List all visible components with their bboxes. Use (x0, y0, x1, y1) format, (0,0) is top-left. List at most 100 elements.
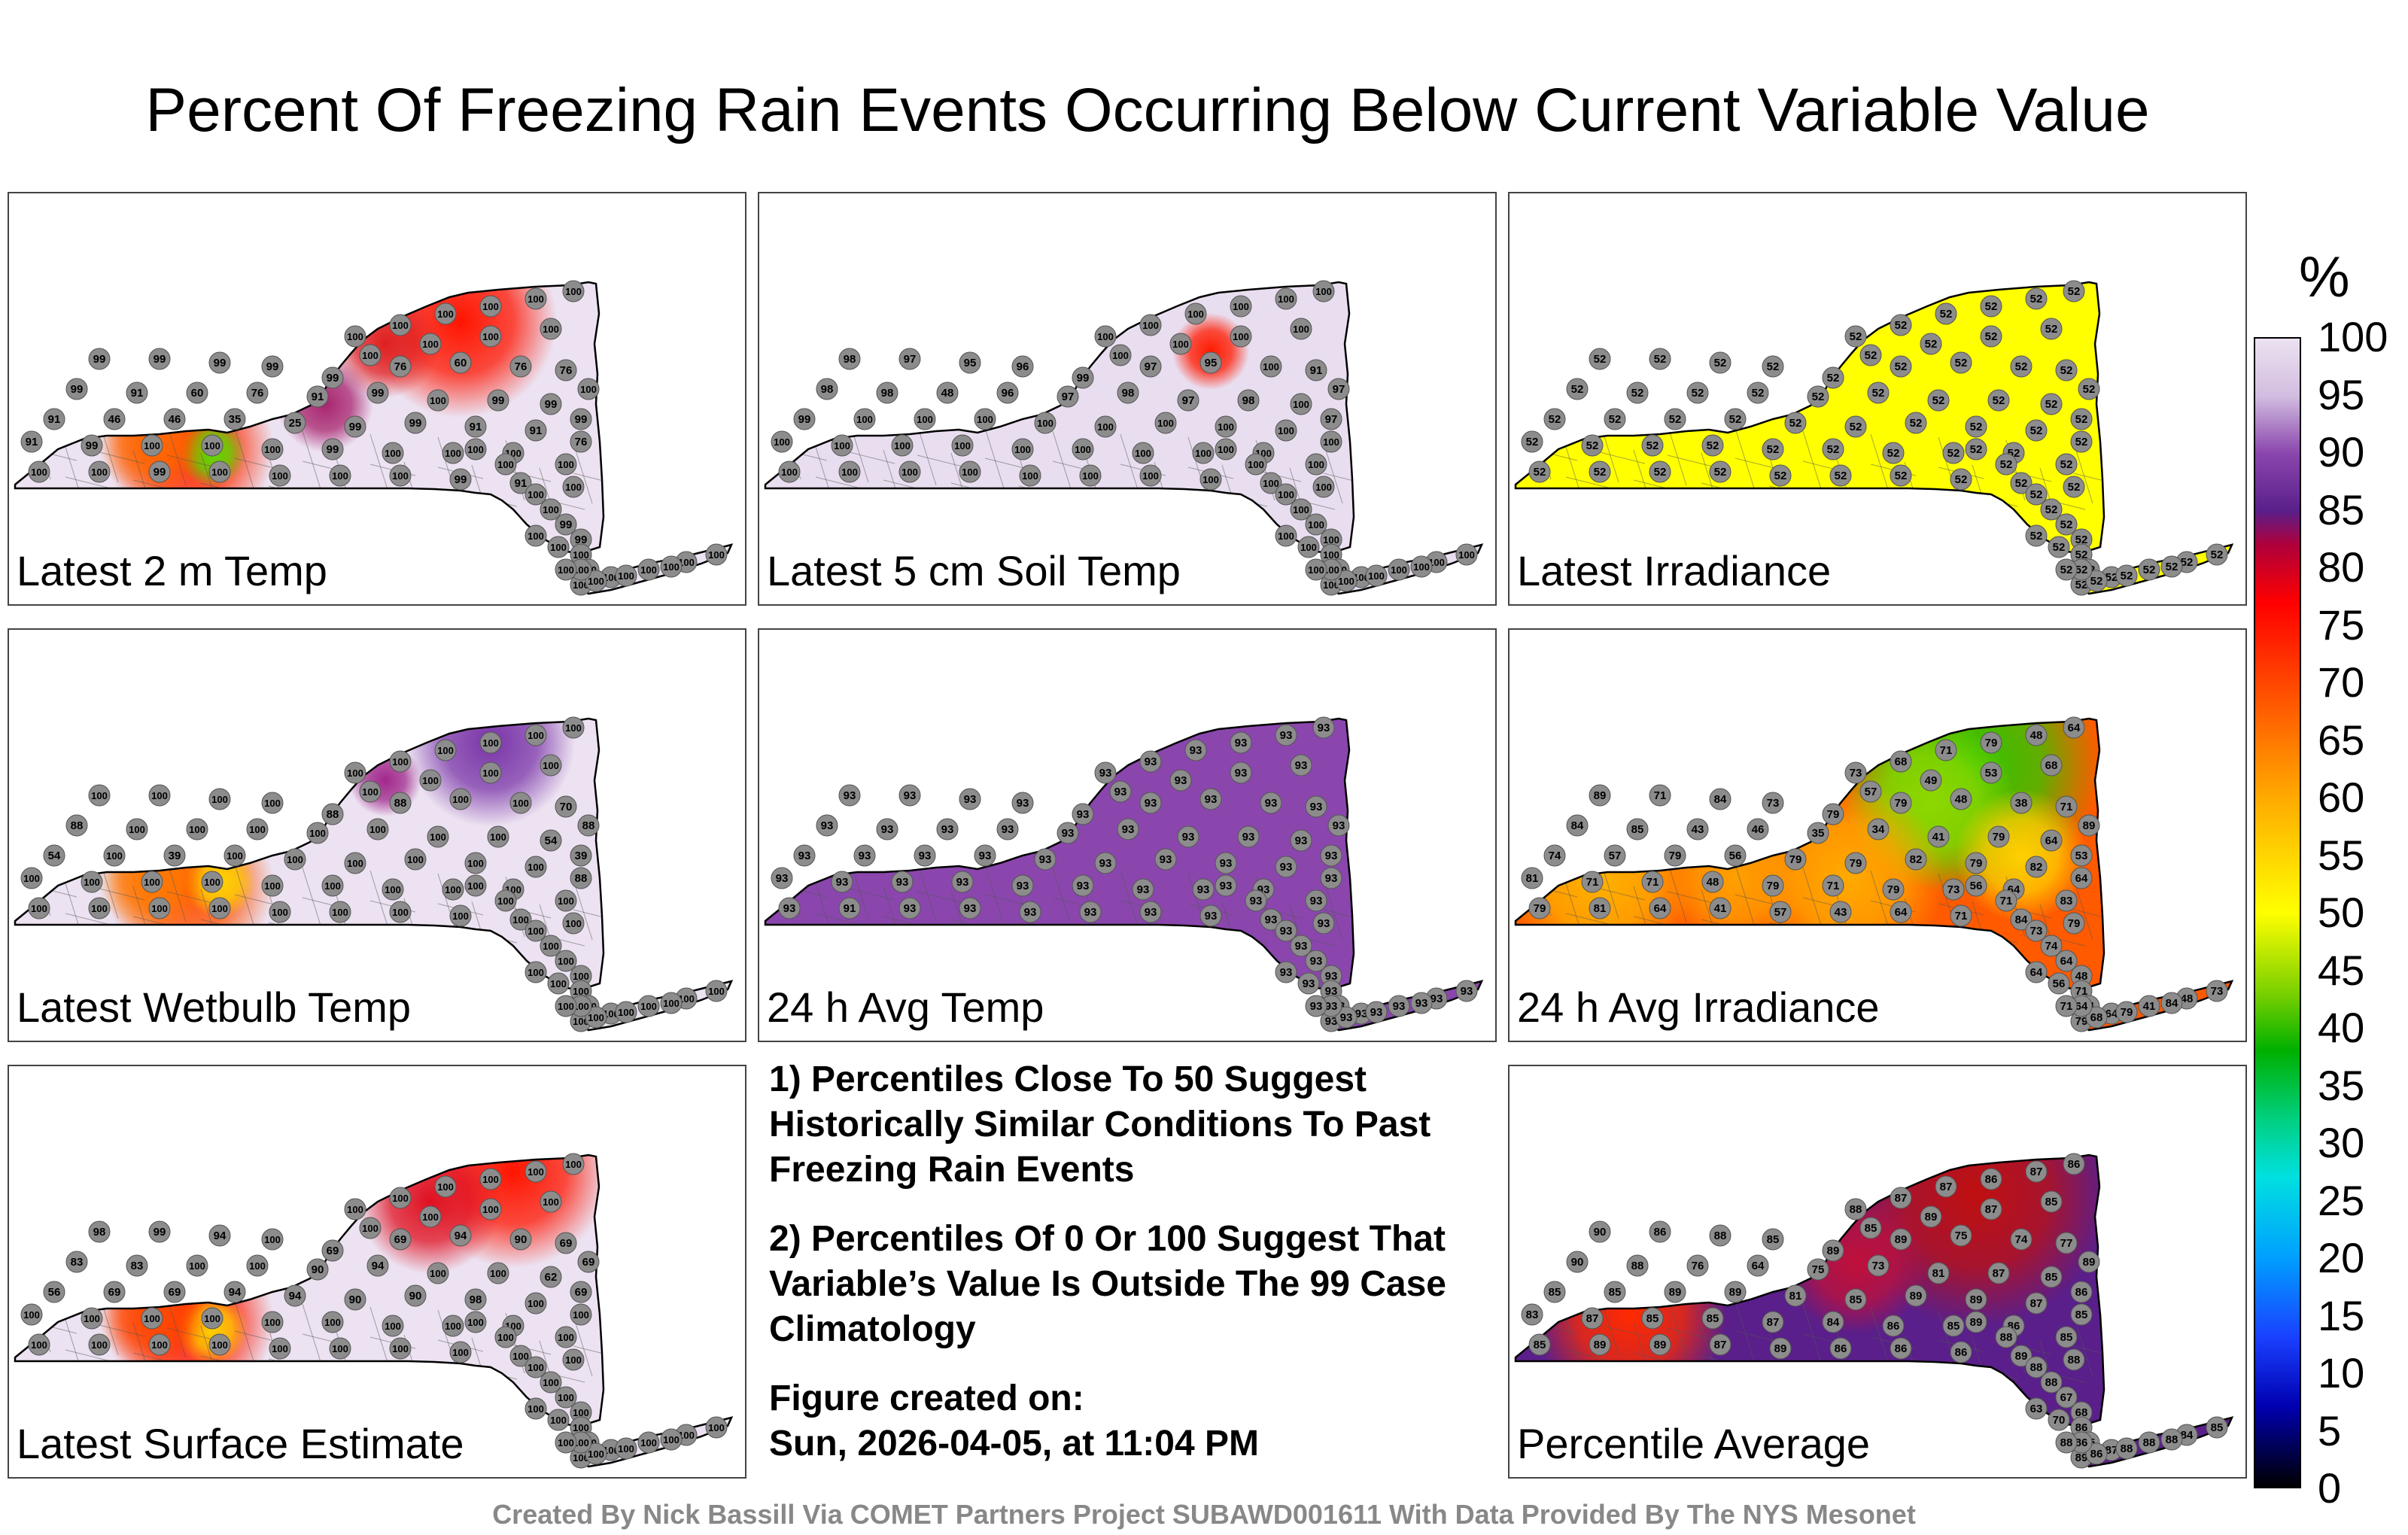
station-marker: 100 (615, 1001, 637, 1023)
station-dot (1094, 852, 1117, 874)
station-marker: 100 (344, 852, 366, 874)
station-value: 93 (1325, 1000, 1338, 1013)
station-dot (1844, 761, 1867, 784)
station-dot (141, 1307, 163, 1330)
station-dot (1701, 434, 1724, 457)
station-marker: 76 (570, 430, 592, 453)
station-value: 100 (1097, 421, 1114, 433)
station-marker: 93 (1237, 825, 1260, 848)
station-value: 96 (1002, 387, 1014, 400)
station-value: 100 (580, 384, 597, 395)
station-marker: 88 (1709, 1224, 1732, 1247)
station-value: 85 (2211, 1421, 2224, 1434)
station-dot (1965, 1311, 1987, 1333)
station-value: 100 (272, 1343, 288, 1354)
station-marker: 99 (555, 513, 577, 536)
station-dot (1275, 724, 1297, 746)
station-value: 100 (543, 941, 559, 952)
station-dot (2070, 867, 2093, 889)
station-marker: 93 (1011, 874, 1034, 897)
station-dot (562, 280, 585, 302)
station-dot (1543, 1281, 1566, 1303)
colorbar-tick-label: 90 (2318, 428, 2365, 476)
station-value: 52 (1646, 439, 1659, 452)
station-dot (524, 483, 547, 506)
station-value: 99 (492, 394, 505, 407)
station-marker: 99 (148, 460, 171, 483)
station-value: 87 (1895, 1192, 1908, 1205)
station-dot (959, 788, 981, 810)
station-marker: 90 (404, 1284, 427, 1307)
station-dot (2115, 564, 2138, 587)
station-dot (329, 901, 351, 923)
colorbar-tick-label: 65 (2318, 716, 2365, 764)
station-marker: 100 (524, 483, 547, 506)
station-marker: 100 (1305, 453, 1327, 476)
station-value: 89 (2083, 1256, 2096, 1269)
station-dot (28, 460, 50, 483)
station-marker: 100 (81, 871, 103, 893)
county-line (336, 925, 382, 938)
station-marker: 97 (1057, 385, 1079, 408)
station-value: 100 (392, 320, 409, 331)
station-dot (1995, 453, 2017, 476)
station-value: 100 (31, 903, 47, 914)
county-line (1667, 861, 1687, 923)
station-value: 100 (1315, 286, 1332, 297)
station-marker: 87 (1980, 1198, 2002, 1220)
county-line (1870, 1306, 1890, 1368)
station-dot (1950, 1224, 1972, 1247)
station-value: 84 (1827, 1316, 1840, 1329)
station-value: 89 (1970, 1316, 1983, 1329)
station-value: 74 (2015, 1233, 2028, 1246)
station-marker: 86 (1649, 1220, 1671, 1243)
station-value: 52 (1594, 353, 1607, 366)
colorbar-tick-label: 15 (2318, 1291, 2365, 1339)
station-value: 75 (1812, 1263, 1825, 1276)
station-marker: 64 (2070, 995, 2093, 1017)
station-value: 93 (1265, 797, 1278, 810)
station-dot (1769, 464, 1792, 487)
station-dot (1890, 1337, 1912, 1360)
station-dot (1543, 408, 1566, 430)
station-dot (2115, 1001, 2138, 1023)
station-dot (2048, 1409, 2070, 1431)
station-dot (2160, 992, 2183, 1014)
station-dot (2040, 318, 2063, 340)
state-outline (14, 281, 605, 555)
station-dot (853, 408, 876, 430)
station-marker: 100 (148, 897, 171, 919)
station-dot (1139, 750, 1162, 773)
station-dot (1072, 874, 1094, 897)
county-line (1086, 925, 1133, 938)
station-marker: 52 (2070, 528, 2093, 551)
station-dot (615, 564, 637, 587)
station-marker: 100 (449, 788, 472, 810)
station-marker: 53 (1980, 761, 2002, 784)
station-dot (186, 1254, 208, 1277)
station-value: 82 (2030, 861, 2043, 874)
station-dot (524, 419, 547, 442)
station-value: 100 (573, 1437, 589, 1448)
station-value: 100 (422, 775, 439, 786)
station-dot (366, 1254, 389, 1277)
station-marker: 100 (555, 950, 577, 972)
station-marker: 89 (1589, 784, 1611, 807)
station-dot (442, 1315, 464, 1337)
station-value: 98 (881, 387, 894, 400)
colorbar-tick-label: 20 (2318, 1234, 2365, 1281)
station-value: 52 (1970, 421, 1983, 433)
station-marker: 100 (705, 980, 728, 1002)
station-dot (1724, 844, 1747, 867)
station-marker: 93 (1275, 919, 1297, 942)
station-marker: 93 (1410, 992, 1433, 1014)
station-value: 99 (372, 387, 385, 400)
station-value: 100 (1323, 579, 1339, 591)
station-dot (509, 792, 532, 814)
county-line (166, 861, 187, 923)
station-value: 100 (528, 1403, 544, 1415)
station-value: 88 (575, 872, 588, 885)
station-dot (831, 434, 853, 457)
station-dot (1935, 1175, 1957, 1198)
station-marker: 100 (555, 1326, 577, 1348)
